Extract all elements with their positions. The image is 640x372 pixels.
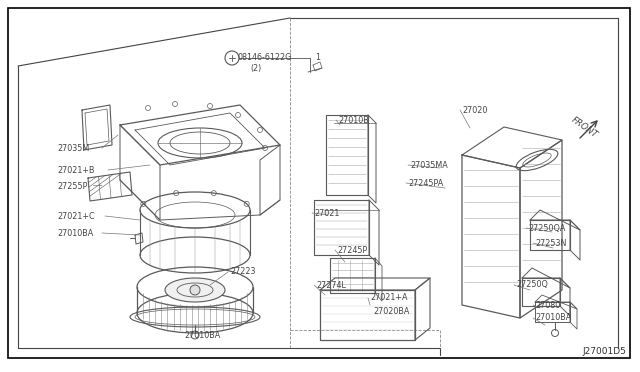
Text: (2): (2) [250,64,261,73]
Text: 08146-6122G: 08146-6122G [238,52,292,61]
Text: FRONT: FRONT [570,116,600,140]
Text: 27250QA: 27250QA [528,224,565,232]
Text: 27021+A: 27021+A [370,294,408,302]
Text: 27020BA: 27020BA [373,307,410,315]
Text: 27035MA: 27035MA [410,160,448,170]
Text: 27020: 27020 [462,106,488,115]
Text: 27021: 27021 [314,208,339,218]
Text: 27245PA: 27245PA [408,179,444,187]
Circle shape [190,285,200,295]
Text: 27010BA: 27010BA [535,314,572,323]
Text: 27010BA: 27010BA [57,228,93,237]
Text: 27223: 27223 [230,267,255,276]
Text: 27245P: 27245P [337,246,367,254]
Ellipse shape [165,278,225,302]
Text: 27021+B: 27021+B [57,166,95,174]
Text: 27035M: 27035M [57,144,89,153]
Text: 1: 1 [315,52,320,61]
Text: J27001D5: J27001D5 [582,347,626,356]
Text: 27021+C: 27021+C [57,212,95,221]
Text: 27274L: 27274L [316,280,346,289]
Text: 27080: 27080 [535,301,560,310]
Text: 27010B: 27010B [338,115,369,125]
Text: 27253N: 27253N [535,238,566,247]
Text: 27250Q: 27250Q [516,280,548,289]
Text: 27010BA: 27010BA [184,330,220,340]
Text: 27255P: 27255P [57,182,88,190]
